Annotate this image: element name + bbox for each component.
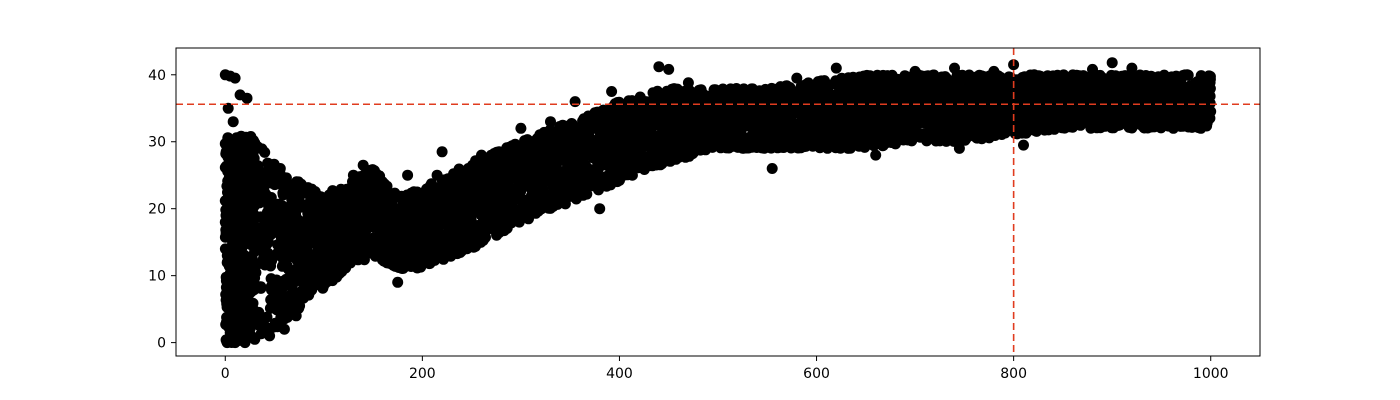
- scatter-point: [381, 180, 393, 192]
- scatter-point: [268, 281, 280, 293]
- scatter-point: [435, 251, 447, 263]
- scatter-point: [222, 132, 234, 144]
- scatter-point: [1068, 88, 1080, 100]
- scatter-point: [315, 242, 327, 254]
- scatter-point: [939, 83, 951, 94]
- scatter-point: [281, 292, 293, 304]
- scatter-point: [272, 247, 284, 259]
- scatter-point: [484, 203, 496, 215]
- scatter-point: [881, 130, 893, 142]
- scatter-point: [1024, 124, 1036, 136]
- plot-area: [219, 57, 1217, 349]
- scatter-point: [1121, 84, 1133, 96]
- scatter-point: [260, 321, 272, 333]
- scatter-point: [265, 294, 277, 306]
- scatter-point: [592, 164, 604, 176]
- scatter-point: [937, 72, 949, 84]
- scatter-point: [276, 260, 288, 272]
- scatter-point: [281, 311, 293, 323]
- scatter-point: [362, 192, 374, 204]
- scatter-point: [288, 215, 300, 227]
- scatter-point: [1201, 74, 1212, 85]
- scatter-point: [230, 210, 242, 222]
- scatter-point: [514, 143, 526, 155]
- scatter-point: [844, 142, 856, 154]
- scatter-point: [292, 260, 304, 272]
- scatter-point: [301, 240, 313, 252]
